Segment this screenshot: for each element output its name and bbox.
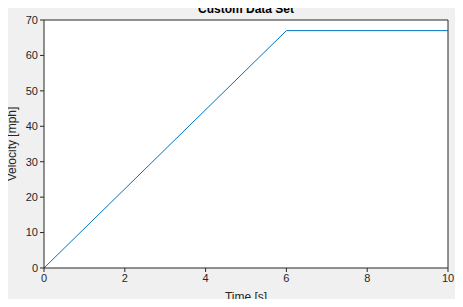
svg-text:50: 50	[26, 85, 38, 97]
svg-text:10: 10	[442, 272, 454, 284]
svg-text:0: 0	[41, 272, 47, 284]
svg-text:30: 30	[26, 156, 38, 168]
svg-text:70: 70	[26, 14, 38, 26]
html-text:Custom Data Set: Custom Data Set	[198, 2, 294, 16]
svg-text:40: 40	[26, 120, 38, 132]
svg-text:6: 6	[283, 272, 289, 284]
svg-text:60: 60	[26, 49, 38, 61]
html-text:Velocity [mph]: Velocity [mph]	[5, 106, 19, 182]
svg-text:0: 0	[32, 262, 38, 274]
svg-text:2: 2	[122, 272, 128, 284]
svg-text:4: 4	[203, 272, 209, 284]
html-text:Time [s]: Time [s]	[224, 290, 268, 304]
svg-text:8: 8	[364, 272, 370, 284]
svg-text:10: 10	[26, 226, 38, 238]
svg-text:20: 20	[26, 191, 38, 203]
